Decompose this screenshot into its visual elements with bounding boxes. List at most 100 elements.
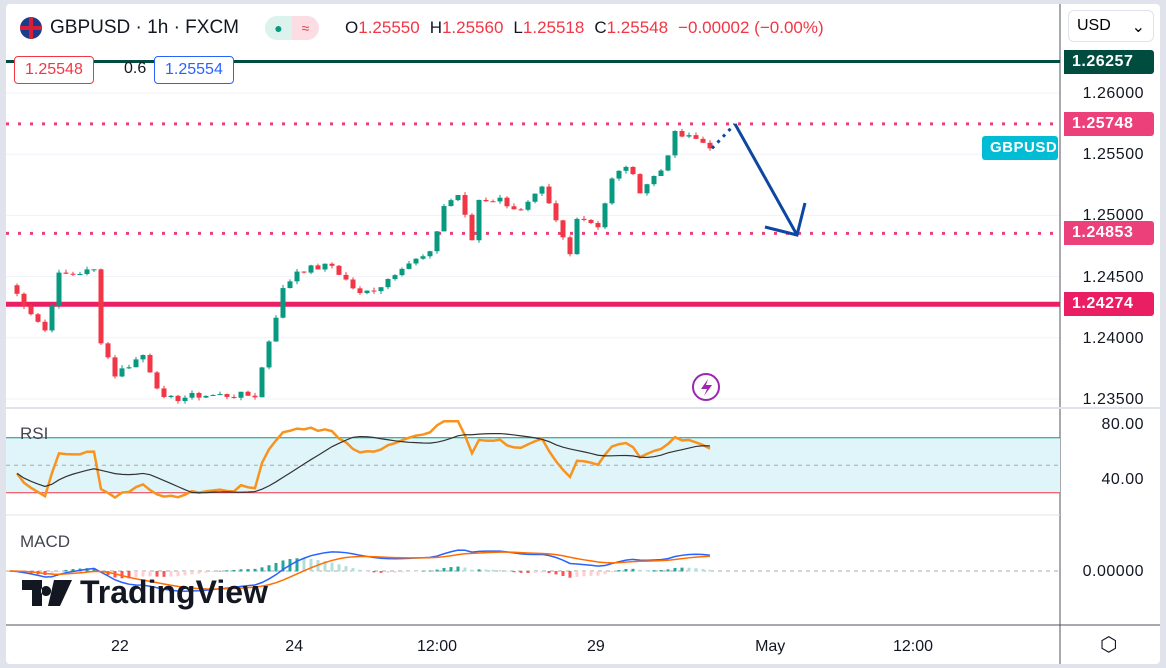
candle — [546, 186, 552, 204]
candle — [98, 269, 104, 344]
time-axis-label: 22 — [110, 638, 129, 655]
macd-histogram-bar — [323, 561, 327, 572]
candle — [532, 193, 538, 202]
macd-histogram-bar — [71, 569, 75, 572]
rsi-band — [6, 437, 1060, 493]
macd-histogram-bar — [498, 570, 502, 572]
candle — [140, 355, 146, 360]
macd-histogram-bar — [295, 558, 299, 572]
market-status[interactable]: ● ≈ — [265, 16, 319, 40]
candle — [252, 395, 258, 398]
macd-histogram-bar — [50, 571, 54, 575]
candle — [343, 274, 349, 280]
candle — [133, 359, 139, 368]
macd-signal-line — [9, 551, 711, 590]
candle — [322, 263, 328, 270]
buy-button[interactable]: 1.25554 — [154, 56, 234, 84]
macd-histogram-bar — [519, 571, 523, 573]
macd-histogram-bar — [575, 571, 579, 577]
macd-histogram-bar — [148, 571, 152, 577]
macd-histogram-bar — [330, 562, 334, 572]
macd-histogram-bar — [491, 569, 495, 572]
macd-histogram-bar — [512, 571, 516, 573]
candle — [413, 258, 419, 264]
candle — [217, 394, 223, 396]
macd-histogram-bar — [64, 569, 68, 572]
candle — [693, 135, 699, 139]
chart-canvas[interactable] — [6, 4, 1160, 664]
macd-histogram-bar — [568, 571, 572, 578]
settings-hexagon-icon[interactable]: ⬡ — [1100, 634, 1118, 656]
macd-histogram-bar — [120, 571, 124, 579]
candle — [308, 265, 314, 273]
macd-histogram-bar — [505, 570, 509, 572]
level-price-tag[interactable]: 1.26257 — [1064, 49, 1154, 74]
candle — [469, 214, 475, 241]
level-price-tag[interactable]: 1.24274 — [1064, 292, 1154, 317]
candle — [315, 265, 321, 270]
candle — [49, 306, 55, 331]
time-axis-label: 12:00 — [416, 638, 458, 655]
macd-histogram-bar — [659, 570, 663, 572]
candle — [91, 269, 97, 271]
candle — [602, 203, 608, 228]
macd-histogram-bar — [365, 570, 369, 572]
candle — [378, 287, 384, 292]
candle — [119, 368, 125, 377]
macd-histogram-bar — [134, 571, 138, 578]
candle — [77, 274, 83, 276]
symbol-price-tag: GBPUSD — [982, 136, 1058, 160]
price-axis-label: 1.24000 — [1082, 329, 1144, 347]
spread-value: 0.6 — [124, 60, 147, 77]
candle — [707, 142, 713, 149]
price-axis-label: 1.24500 — [1082, 268, 1144, 286]
candle — [266, 341, 272, 368]
macd-histogram-bar — [141, 571, 145, 577]
macd-histogram-bar — [379, 571, 383, 573]
macd-histogram-bar — [526, 571, 530, 573]
candle — [336, 265, 342, 275]
macd-histogram-bar — [701, 568, 705, 572]
candle — [182, 397, 188, 402]
level-price-tag[interactable]: 1.24853 — [1064, 221, 1154, 246]
sell-button[interactable]: 1.25548 — [14, 56, 94, 84]
macd-histogram-bar — [617, 570, 621, 572]
macd-histogram-bar — [680, 567, 684, 572]
macd-histogram-bar — [582, 571, 586, 577]
tradingview-logo[interactable]: TradingView — [22, 574, 268, 611]
candle — [14, 285, 20, 294]
candle — [189, 392, 195, 398]
macd-histogram-bar — [484, 569, 488, 572]
macd-histogram-bar — [624, 569, 628, 572]
candle — [161, 388, 167, 397]
rsi-line — [15, 420, 711, 499]
macd-histogram-bar — [463, 567, 467, 572]
rsi-axis-40: 40.00 — [1101, 471, 1144, 488]
candle — [392, 275, 398, 280]
macd-histogram-bar — [232, 569, 236, 572]
time-axis-label: 24 — [285, 638, 304, 655]
candle — [196, 392, 202, 398]
candle — [175, 395, 181, 402]
currency-select[interactable]: USD ⌄ — [1068, 10, 1154, 42]
macd-histogram-bar — [92, 568, 96, 572]
macd-histogram-bar — [533, 571, 537, 573]
macd-histogram-bar — [253, 568, 257, 572]
candle — [70, 273, 76, 275]
macd-histogram-bar — [197, 571, 201, 574]
candle — [518, 209, 524, 211]
macd-histogram-bar — [610, 571, 614, 573]
macd-histogram-bar — [456, 566, 460, 572]
candle — [364, 290, 370, 294]
candle — [406, 263, 412, 269]
level-price-tag[interactable]: 1.25748 — [1064, 111, 1154, 136]
time-axis-label: 29 — [586, 638, 605, 655]
candle — [665, 155, 671, 171]
candle — [154, 372, 160, 389]
candle — [595, 222, 601, 228]
macd-histogram-bar — [554, 571, 558, 575]
macd-histogram-bar — [589, 571, 593, 576]
macd-histogram-bar — [694, 568, 698, 572]
symbol-title[interactable]: GBPUSD · 1h · FXCM — [50, 17, 239, 38]
macd-histogram-bar — [561, 571, 565, 576]
